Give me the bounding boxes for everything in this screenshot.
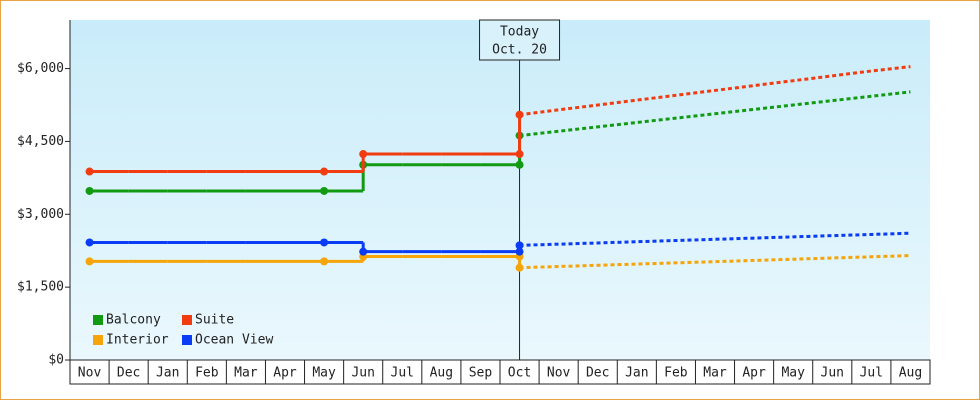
today-label: Today xyxy=(500,25,539,40)
x-tick-label: Dec xyxy=(117,366,140,381)
x-tick-label: Oct xyxy=(508,366,531,381)
x-tick-label: Aug xyxy=(899,366,922,381)
point xyxy=(515,241,524,250)
forecast-line xyxy=(519,90,911,138)
point xyxy=(359,150,368,159)
point xyxy=(85,257,94,266)
point xyxy=(515,247,524,256)
point xyxy=(515,110,524,119)
point xyxy=(515,160,524,169)
point xyxy=(320,257,329,266)
x-tick-label: Jul xyxy=(391,366,414,381)
x-tick-label: Apr xyxy=(273,366,297,381)
legend-swatch xyxy=(182,335,192,345)
point xyxy=(359,247,368,256)
y-tick-label: $4,500 xyxy=(17,134,64,149)
point xyxy=(85,186,94,195)
legend-swatch xyxy=(93,315,103,325)
today-label: Oct. 20 xyxy=(492,43,547,58)
y-tick-label: $1,500 xyxy=(17,280,64,295)
forecast-line xyxy=(519,254,911,270)
x-tick-label: Jun xyxy=(351,366,374,381)
x-tick-label: Nov xyxy=(547,366,571,381)
x-tick-label: Apr xyxy=(742,366,766,381)
legend-label: Suite xyxy=(195,313,234,328)
y-tick-label: $6,000 xyxy=(17,61,64,76)
legend-label: Balcony xyxy=(106,313,161,328)
y-tick-label: $0 xyxy=(48,353,64,368)
point xyxy=(85,167,94,176)
point xyxy=(515,263,524,272)
point xyxy=(85,238,94,247)
x-tick-label: Jan xyxy=(625,366,648,381)
x-tick-label: Mar xyxy=(234,366,258,381)
legend-swatch xyxy=(93,335,103,345)
x-tick-label: Sep xyxy=(469,366,493,381)
point xyxy=(320,238,329,247)
legend-label: Ocean View xyxy=(195,333,273,348)
x-tick-label: Jan xyxy=(156,366,179,381)
x-tick-label: Jun xyxy=(821,366,844,381)
x-tick-label: May xyxy=(781,366,805,381)
x-tick-label: Jul xyxy=(860,366,883,381)
x-tick-label: Feb xyxy=(664,366,688,381)
x-tick-label: Feb xyxy=(195,366,219,381)
x-tick-label: Aug xyxy=(430,366,453,381)
x-tick-label: May xyxy=(312,366,336,381)
point xyxy=(515,150,524,159)
point xyxy=(320,186,329,195)
forecast-line xyxy=(519,231,911,247)
legend-swatch xyxy=(182,315,192,325)
x-tick-label: Dec xyxy=(586,366,609,381)
forecast-line xyxy=(519,65,911,117)
y-tick-label: $3,000 xyxy=(17,207,64,222)
today-box xyxy=(479,19,561,61)
x-tick-label: Mar xyxy=(703,366,727,381)
legend-label: Interior xyxy=(106,333,169,348)
x-tick-label: Nov xyxy=(78,366,102,381)
point xyxy=(320,167,329,176)
